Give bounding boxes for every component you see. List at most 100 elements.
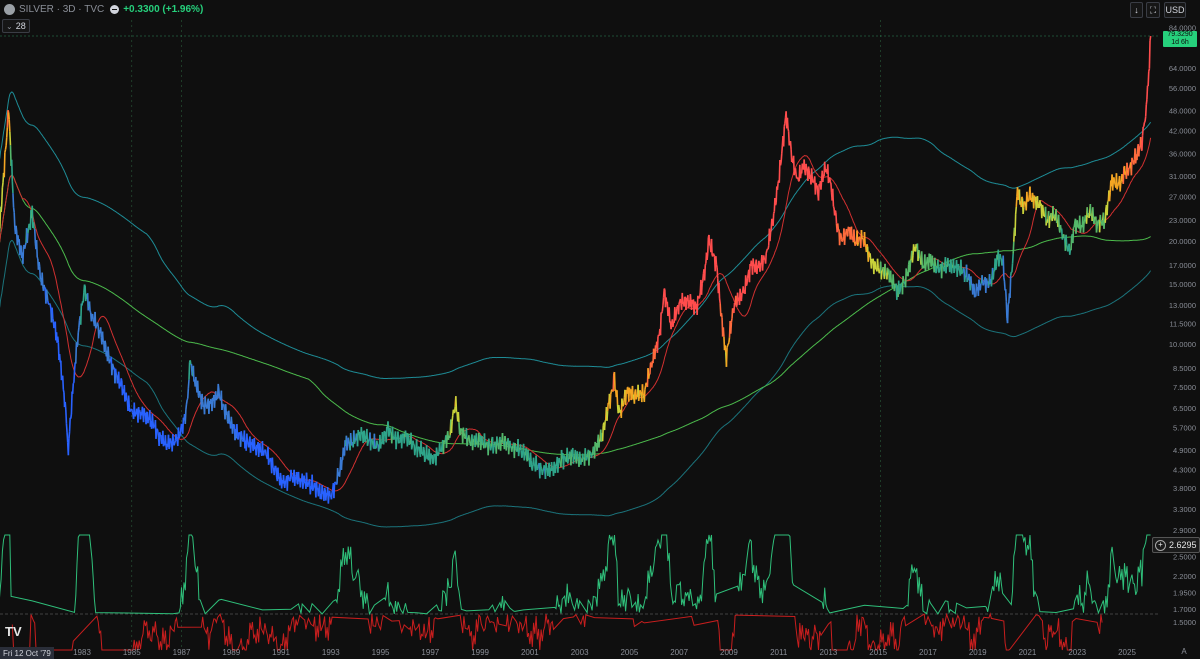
price-segment xyxy=(578,451,582,457)
price-segment xyxy=(1100,220,1103,223)
price-segment xyxy=(196,380,200,396)
x-tick-label: 2009 xyxy=(720,648,738,657)
price-segment xyxy=(65,409,68,424)
price-segment xyxy=(445,436,448,448)
price-segment xyxy=(265,454,268,457)
price-segment xyxy=(1139,136,1143,150)
price-segment xyxy=(186,398,189,401)
y-tick-label: 56.0000 xyxy=(1169,84,1196,93)
price-segment xyxy=(247,441,251,448)
price-segment xyxy=(772,211,776,214)
y-tick-label: 10.0000 xyxy=(1169,340,1196,349)
price-segment xyxy=(5,127,9,138)
price-segment xyxy=(824,170,827,173)
price-segment xyxy=(46,294,49,301)
price-segment xyxy=(1117,181,1120,185)
price-segment xyxy=(1101,220,1104,226)
price-segment xyxy=(537,464,540,467)
price-segment xyxy=(262,450,266,456)
y-tick-label: 4.9000 xyxy=(1173,446,1196,455)
price-segment xyxy=(1062,234,1065,237)
price-segment xyxy=(514,445,517,449)
price-segment xyxy=(287,474,290,477)
price-segment xyxy=(520,455,524,459)
price-segment xyxy=(968,273,971,282)
price-segment xyxy=(186,388,190,399)
price-segment xyxy=(463,432,466,437)
price-segment xyxy=(917,251,920,262)
x-tick-label: 2015 xyxy=(869,648,887,657)
price-segment xyxy=(830,182,833,193)
price-segment xyxy=(918,250,921,259)
price-segment xyxy=(168,446,171,450)
indicator-collapse-button[interactable]: ⌄ 28 xyxy=(2,19,30,33)
price-segment xyxy=(26,233,29,243)
price-segment xyxy=(812,180,815,183)
price-segment xyxy=(397,431,400,444)
price-segment xyxy=(956,267,959,277)
price-segment xyxy=(346,445,349,451)
symbol-header: SILVER · 3D · TVC +0.3300 (+1.96%) xyxy=(0,0,203,18)
price-segment xyxy=(764,253,768,264)
price-segment xyxy=(661,305,664,312)
price-segment xyxy=(448,434,452,439)
price-segment xyxy=(432,462,435,465)
price-segment xyxy=(240,431,243,436)
price-segment xyxy=(981,275,984,284)
plus-icon[interactable]: + xyxy=(1155,539,1166,551)
auto-scale-button[interactable]: A xyxy=(1181,647,1187,656)
price-segment xyxy=(530,460,533,469)
price-segment xyxy=(539,462,542,468)
price-segment xyxy=(637,396,641,402)
price-segment xyxy=(1050,212,1053,221)
price-segment xyxy=(257,448,261,458)
price-segment xyxy=(338,468,341,477)
price-segment xyxy=(78,320,81,328)
price-segment xyxy=(35,240,39,258)
price-segment xyxy=(1067,247,1070,252)
currency-selector[interactable]: USD xyxy=(1164,2,1186,18)
y-tick-label: 3.8000 xyxy=(1173,484,1196,493)
price-segment xyxy=(926,257,929,264)
price-segment xyxy=(649,362,652,375)
price-segment xyxy=(519,444,522,452)
price-segment xyxy=(909,259,912,273)
price-segment xyxy=(700,283,703,295)
price-segment xyxy=(268,459,271,462)
price-segment xyxy=(311,487,315,491)
price-segment xyxy=(780,153,783,162)
market-status-icon[interactable] xyxy=(110,4,120,14)
price-segment xyxy=(973,284,976,298)
price-segment xyxy=(618,405,621,411)
price-segment xyxy=(73,370,76,383)
price-segment xyxy=(794,168,797,175)
download-button[interactable]: ↓ xyxy=(1130,2,1143,18)
fullscreen-button[interactable]: ⛶ xyxy=(1146,2,1160,18)
price-segment xyxy=(817,184,820,201)
symbol-label[interactable]: SILVER · 3D · TVC xyxy=(19,3,105,15)
price-segment xyxy=(101,331,104,342)
price-segment xyxy=(706,237,710,254)
price-segment xyxy=(136,408,139,411)
price-segment xyxy=(517,449,521,457)
price-segment xyxy=(845,228,848,236)
price-segment xyxy=(861,237,864,240)
oscillator-value-tag[interactable]: + 2.6295 xyxy=(1152,537,1200,553)
price-segment xyxy=(451,415,454,422)
price-segment xyxy=(563,455,567,459)
price-segment xyxy=(780,145,784,154)
price-segment xyxy=(998,258,1001,267)
price-segment xyxy=(1027,194,1031,202)
x-tick-label: 1991 xyxy=(272,648,290,657)
price-segment xyxy=(1143,121,1146,123)
price-segment xyxy=(776,183,779,190)
price-segment xyxy=(788,142,791,146)
price-segment xyxy=(1108,192,1112,202)
price-segment xyxy=(670,325,673,330)
price-segment xyxy=(1021,196,1024,199)
price-segment xyxy=(1095,226,1098,233)
price-segment xyxy=(1119,182,1122,192)
x-tick-label: 2001 xyxy=(521,648,539,657)
price-segment xyxy=(994,266,998,271)
